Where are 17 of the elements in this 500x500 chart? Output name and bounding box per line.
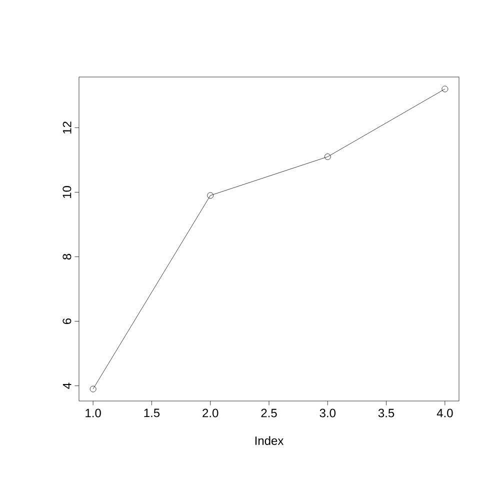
x-tick-label: 1.0: [86, 408, 101, 418]
x-tick-label: 2.0: [202, 408, 218, 418]
x-tick-label: 4.0: [436, 408, 453, 418]
point: [442, 86, 448, 92]
y-tick-label: 6: [62, 318, 72, 324]
x-tick-label: 3.0: [320, 408, 336, 418]
x-axis-title: Index: [255, 436, 284, 445]
x-tick-label: 1.5: [144, 408, 160, 418]
x-tick-label: 2.5: [261, 408, 277, 418]
point: [90, 386, 96, 392]
point: [207, 192, 214, 199]
y-tick-label: 8: [62, 254, 72, 260]
y-tick-label: 10: [62, 186, 72, 198]
x-tick-label: 3.5: [378, 408, 394, 418]
y-tick-label: 12: [62, 122, 72, 134]
point: [324, 154, 331, 160]
y-tick-label: 4: [62, 382, 72, 389]
